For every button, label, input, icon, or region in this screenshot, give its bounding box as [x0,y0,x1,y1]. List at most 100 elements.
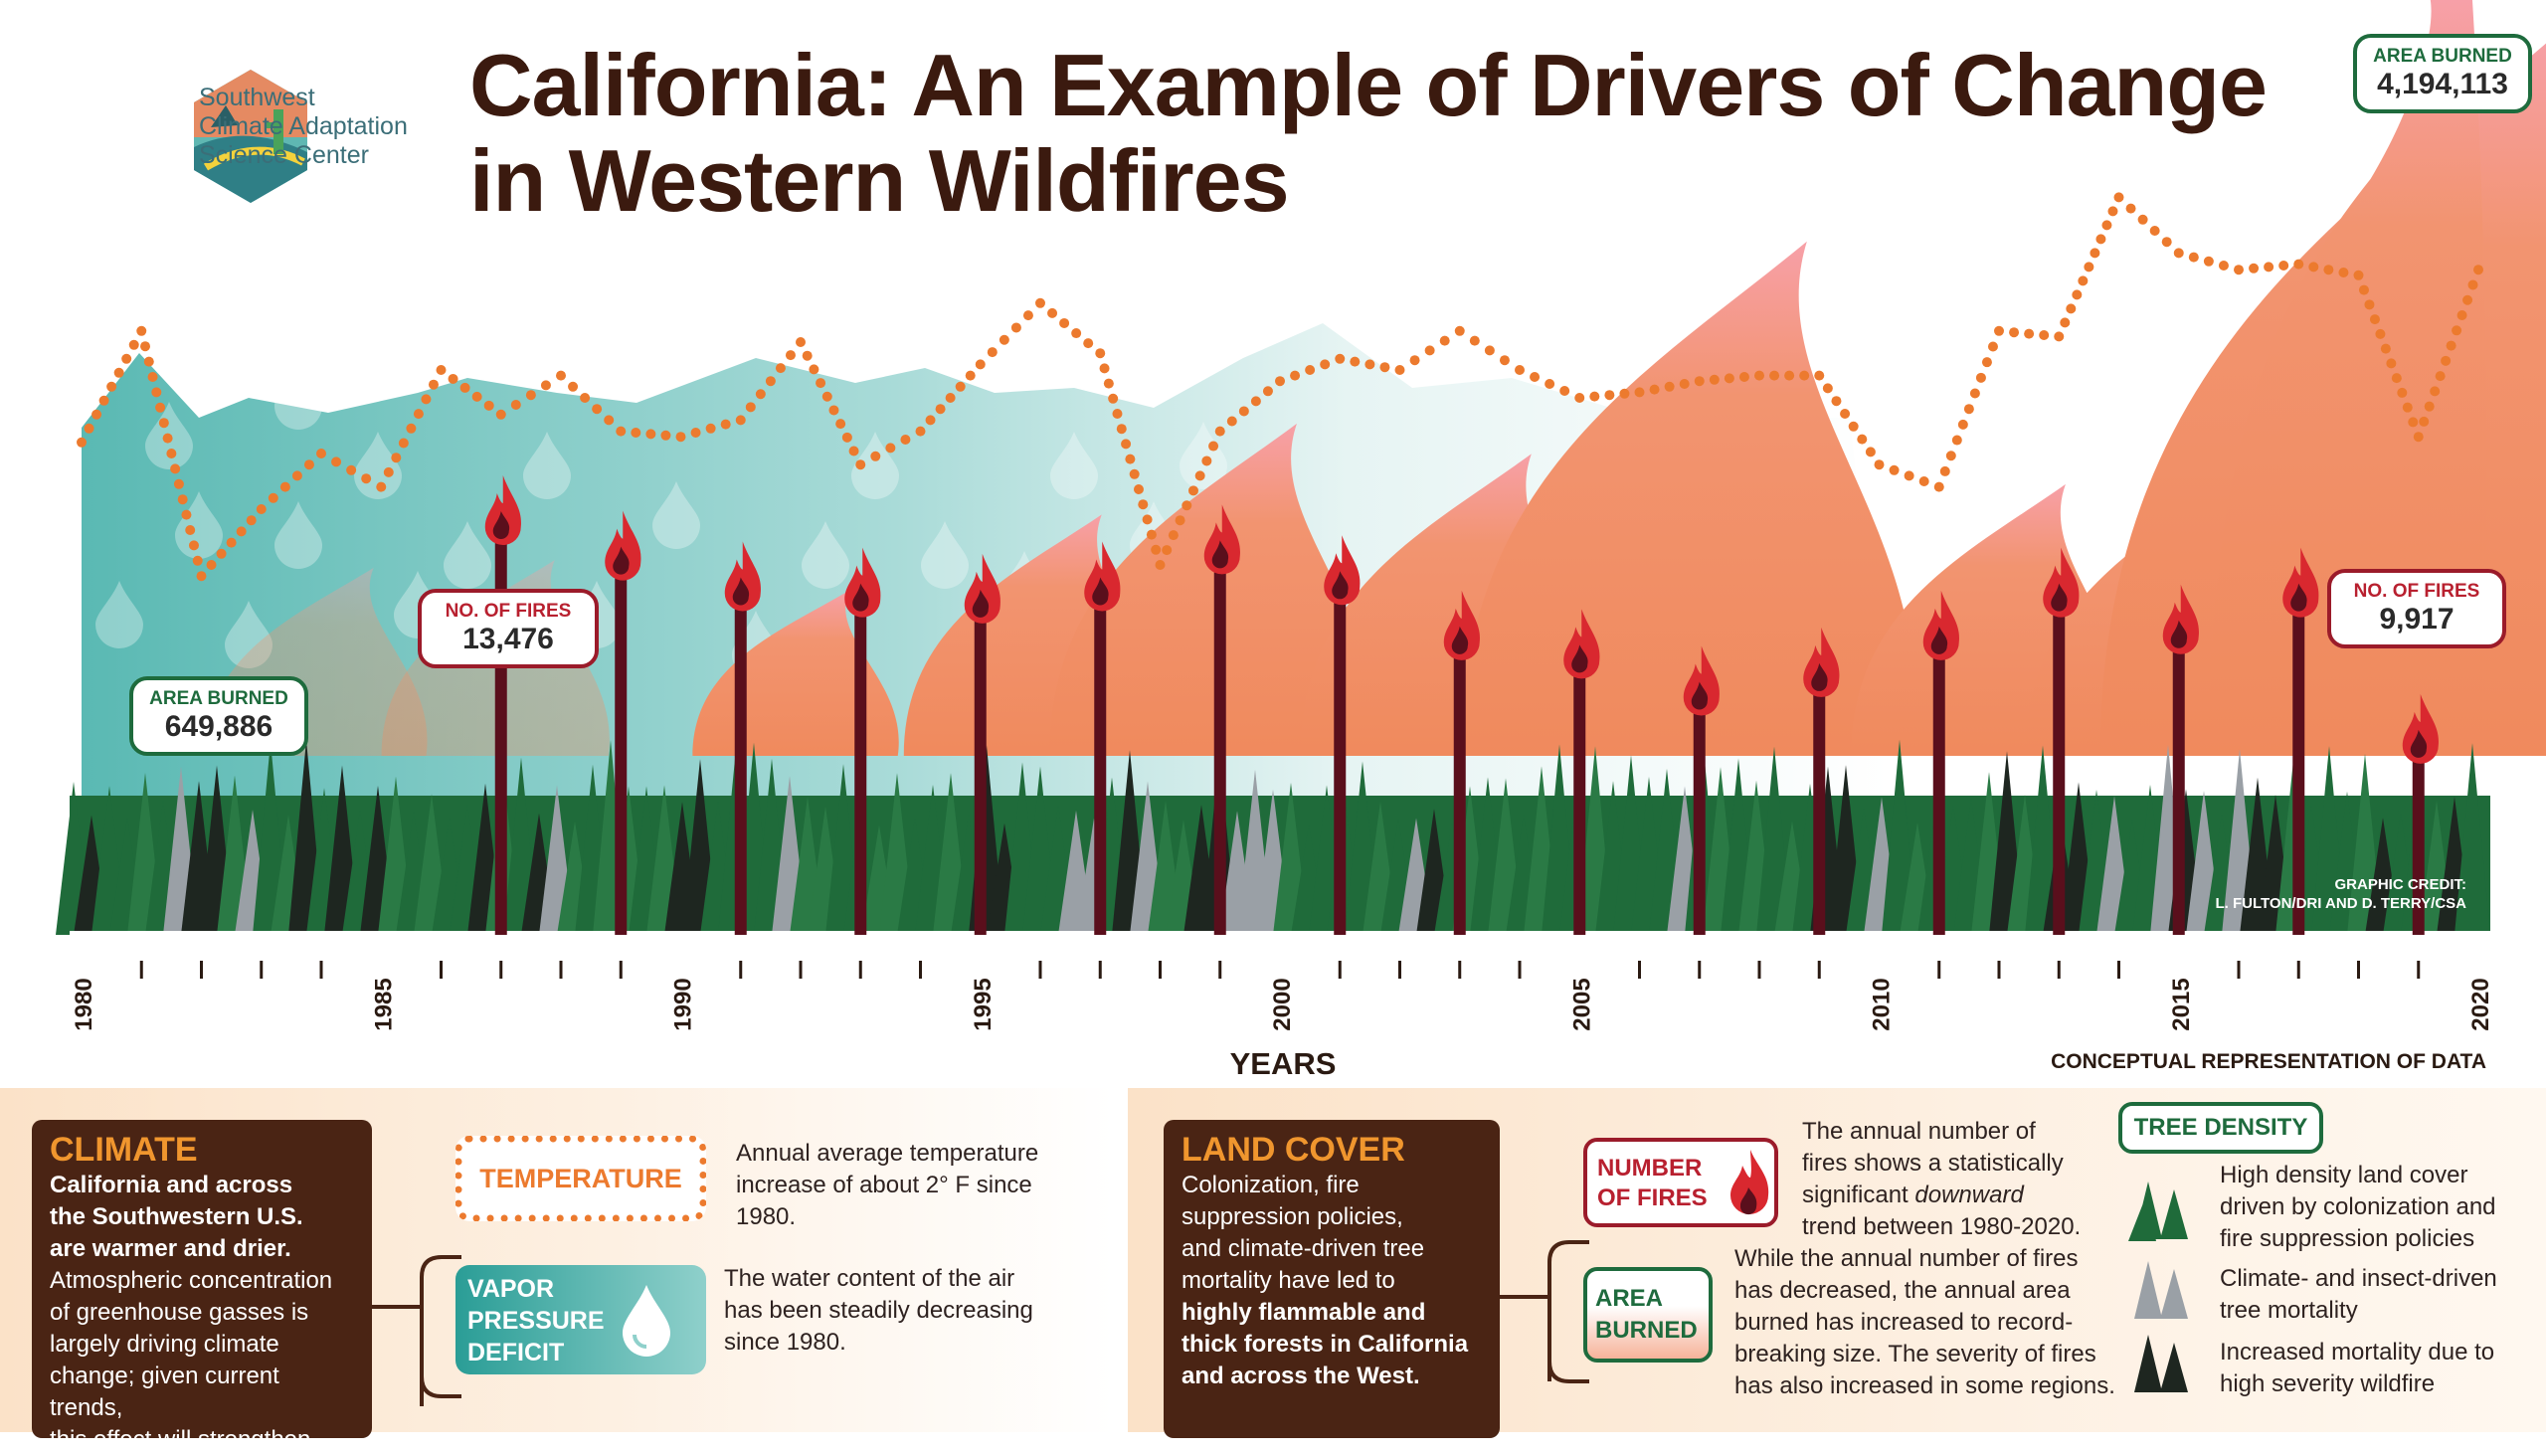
temperature-dot [471,391,482,402]
area-desc-3: burned has increased to record- [1734,1309,2074,1336]
temperature-dot [1530,372,1541,382]
temperature-dot [1874,459,1885,470]
temperature-dot [1238,406,1249,417]
callout-area-start-label: AREA BURNED [149,688,288,709]
temperature-dot [128,339,139,350]
tree-legend-1-line-1: High density land cover [2220,1162,2468,1188]
temperature-dot [1848,421,1859,432]
temperature-dot [705,423,716,434]
temperature-dot [2441,355,2452,366]
temperature-dot [1201,455,1212,466]
temperature-dot [821,391,832,402]
area-burned-flame [1460,241,1917,757]
temperature-dot [1125,454,1136,464]
temperature-dot [1957,419,1968,430]
temperature-dot [915,426,926,437]
temperature-dot [459,382,470,393]
fire-post [1683,645,1720,935]
temperature-dot [796,337,806,347]
temperature-dot [177,494,188,505]
number-of-fires-tag: NUMBER OF FIRES [1583,1138,1778,1227]
temperature-dot [1987,341,1998,352]
temperature-dot [303,459,314,470]
temperature-dot [975,359,986,370]
area-burned-flame-peak [2208,0,2487,756]
climate-panel: CLIMATE California and across the Southw… [0,1088,1114,1453]
temperature-dot [2009,327,2020,338]
fires-desc-1: The annual number of [1802,1118,2036,1145]
temperature-dot [1840,409,1851,419]
x-tick-label: 2000 [1269,978,1296,1030]
black-tree-icon [2134,1335,2188,1392]
x-tick-label: 1980 [71,978,97,1030]
temperature-dot [113,367,124,378]
temperature-dot [421,394,432,405]
water-drop-icon [921,521,969,589]
area-burned-flame [1049,423,1375,756]
temperature-dot [2338,268,2349,277]
temperature-dot [2323,265,2334,275]
temperature-desc-3: 1980. [736,1203,797,1230]
climate-bold-3: are warmer and drier. [50,1235,291,1262]
flame-core [1691,681,1709,710]
flame-core [1211,540,1229,569]
credit-line-2: L. FULTON/DRI AND D. TERRY/CSA [2215,895,2467,912]
temperature-dot [540,380,551,391]
temperature-dot [2188,252,2199,263]
forest-band [56,738,2490,939]
temperature-dot [1250,396,1261,407]
tree-legend-3-line-1: Increased mortality due to [2220,1339,2495,1365]
temperature-dot [158,418,169,429]
temperature-dot [1214,426,1225,437]
temperature-dot [925,415,936,426]
temperature-dot [1121,439,1132,450]
temperature-dot [755,389,766,400]
temperature-dot [1831,396,1842,407]
temperature-dot [1939,465,1950,476]
temperature-dot [1604,390,1615,401]
temperature-dot [140,341,151,352]
fire-post [2402,693,2439,935]
logo-line-1: Southwest [199,84,315,111]
temperature-dot [1918,476,1929,486]
water-drop-icon [851,432,899,499]
temperature-dot [1634,387,1645,398]
temperature-dot [1133,484,1144,494]
flame-core [1811,662,1828,691]
temperature-dot [2024,328,2035,339]
fire-post-stem [1693,707,1706,935]
x-tick-label: 1990 [670,978,697,1030]
fire-post [964,553,1000,935]
temperature-dot [720,419,731,430]
temperature-dot [2203,256,2214,267]
temperature-dot [631,428,641,438]
temperature-dot [1379,362,1390,373]
water-drop-icon [274,362,322,430]
area-tag-1: AREA [1595,1285,1664,1312]
temperature-dot [765,376,776,387]
fire-post-stem [1813,688,1826,935]
temperature-dot [1515,365,1525,375]
temperature-dot [1469,335,1480,346]
temperature-dot [1619,388,1630,399]
temperature-dot [1187,485,1198,496]
fire-post [2162,584,2199,935]
temperature-dot [1679,379,1690,389]
temperature-dot [1022,310,1033,321]
temperature-dot [1320,359,1331,370]
fire-post [2043,547,2080,935]
fire-post-stem [734,603,747,935]
temperature-dot [1047,307,1058,318]
vpd-tag: VAPOR PRESSURE DEFICIT [455,1265,706,1374]
temperature-dot [1112,409,1123,419]
temperature-dot [999,334,1009,345]
area-desc-1: While the annual number of fires [1734,1245,2079,1272]
climate-heading: CLIMATE [50,1131,198,1169]
temperature-tag: TEMPERATURE [455,1136,706,1221]
climate-text-4: change; given current trends, [50,1363,279,1421]
callout-area-end: AREA BURNED 4,194,113 [2353,34,2532,113]
temperature-dot [1724,373,1734,384]
temperature-dot [556,370,566,381]
water-drop-icon [274,501,322,569]
fire-post-stem [1932,651,1945,935]
